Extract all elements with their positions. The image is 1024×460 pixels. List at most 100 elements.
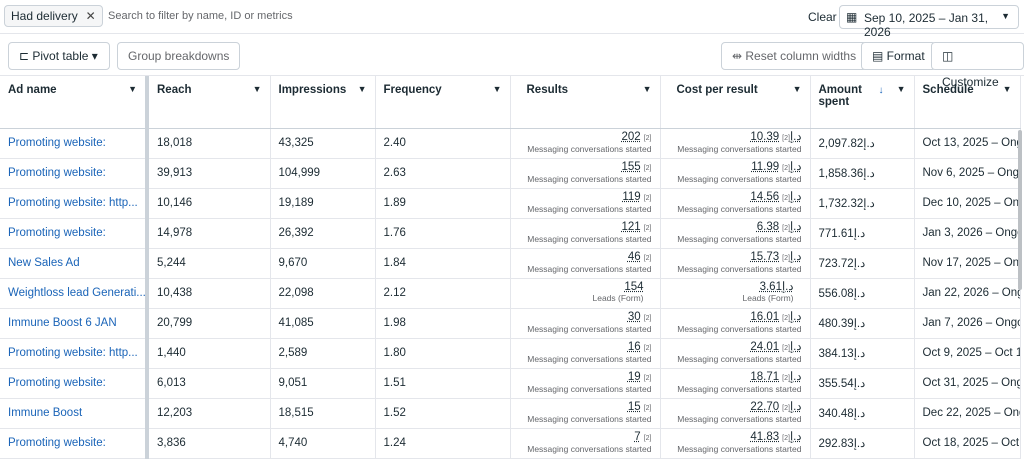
column-header[interactable]: Schedule ▼ — [914, 76, 1021, 129]
header-menu[interactable]: ▼ — [896, 84, 906, 94]
format-button[interactable]: ▤ Format — [861, 42, 936, 70]
table-row: Weightloss lead Generati... 10,438 22,098 2… — [0, 278, 1021, 309]
results-note: [2] — [643, 434, 652, 442]
ad-name[interactable]: Promoting website: http... — [0, 188, 149, 219]
amount-spent: 384.13د.إ — [810, 338, 915, 369]
filter-chip[interactable]: Had delivery ✕ — [4, 5, 103, 27]
cost-line: 6.38د.إ[2] — [669, 221, 802, 234]
results-value: 121 — [621, 220, 641, 233]
cost-line: 16.01د.إ[2] — [669, 311, 801, 324]
column-header[interactable]: Impressions ▼ — [270, 76, 376, 129]
group-button[interactable]: Group breakdowns — [117, 42, 241, 70]
column-header[interactable]: Results ▼ — [510, 76, 661, 129]
amount-spent: 1,732.32د.إ — [810, 188, 915, 219]
chip-remove[interactable]: ✕ — [85, 9, 96, 23]
column-header[interactable]: Amount spent ↓ ▼ — [810, 76, 915, 129]
header-menu[interactable]: ▼ — [357, 84, 367, 94]
cost-cell: 24.01د.إ[2] Messaging conversations start… — [660, 338, 811, 369]
table-row: Promoting website: 3,836 4,740 1.24 7 [2] Mess… — [0, 428, 1021, 459]
search-input[interactable]: Search to filter by name, ID or metrics — [108, 10, 293, 22]
schedule: Nov 6, 2025 – Ongoin — [914, 158, 1021, 189]
amount-spent: 480.39د.إ — [810, 308, 915, 339]
cost-value: 18.71د.إ — [750, 370, 802, 383]
schedule: Jan 3, 2026 – Ongoin — [914, 218, 1021, 249]
header-menu[interactable]: ▼ — [128, 84, 137, 94]
cost-line: 15.73د.إ[2] — [669, 251, 801, 264]
results-cell: 119 [2] Messaging conversations started — [510, 188, 661, 219]
column-header[interactable]: Reach ▼ — [147, 76, 271, 129]
results-label: Messaging conversations started — [527, 143, 652, 154]
ad-name[interactable]: Promoting website: — [0, 368, 149, 399]
reach: 39,913 — [147, 158, 271, 189]
results-label: Messaging conversations started — [527, 233, 652, 244]
header-menu[interactable]: ▼ — [252, 84, 262, 94]
cost-cell: 14.56د.إ[2] Messaging conversations start… — [660, 188, 811, 219]
results-line: 30 [2] — [519, 311, 652, 324]
column-header[interactable]: Cost per result ▼ — [660, 76, 811, 129]
cost-cell: 22.70د.إ[2] Messaging conversations start… — [660, 398, 811, 429]
header-label: Frequency — [383, 84, 442, 96]
cost-cell: 18.71د.إ[2] Messaging conversations start… — [660, 368, 811, 399]
results-line: 119 [2] — [519, 191, 651, 204]
cost-cell: 41.83د.إ[2] Messaging conversations start… — [660, 428, 811, 459]
results-note: [2] — [643, 374, 652, 382]
ad-name[interactable]: Weightloss lead Generati... — [0, 278, 149, 309]
table-row: Promoting website: 18,018 43,325 2.40 202 [2]… — [0, 128, 1021, 159]
clear-button[interactable]: Clear — [808, 10, 837, 24]
header-menu[interactable]: ▼ — [492, 84, 502, 94]
column-header[interactable]: Frequency ▼ — [375, 76, 511, 129]
header-label: Schedule — [922, 84, 974, 96]
results-note: [2] — [643, 344, 652, 352]
results-label: Messaging conversations started — [527, 263, 652, 274]
cost-note: [2] — [782, 224, 790, 232]
ad-name[interactable]: Immune Boost — [0, 398, 149, 429]
cost-label: Messaging conversations started — [677, 173, 802, 184]
header-menu[interactable]: ▼ — [642, 84, 652, 94]
reach: 14,978 — [147, 218, 271, 249]
results-cell: 154 Leads (Form) — [510, 278, 661, 309]
pivot-button[interactable]: ⊏ Pivot table ▾ — [8, 42, 110, 70]
cost-note: [2] — [782, 314, 790, 322]
cost-label: Messaging conversations started — [677, 233, 802, 244]
scrollbar[interactable] — [1018, 130, 1022, 290]
ad-name[interactable]: Immune Boost 6 JAN — [0, 308, 149, 339]
column-header[interactable]: Ad name ▼ — [0, 76, 149, 129]
cost-line: 11.99د.إ[2] — [669, 160, 802, 174]
results-line: 46 [2] — [519, 250, 652, 264]
results-value: 155 — [621, 160, 641, 173]
cost-note: [2] — [782, 254, 790, 262]
frequency: 1.84 — [375, 248, 511, 279]
ad-name[interactable]: Promoting website: http... — [0, 338, 149, 369]
schedule: Dec 10, 2025 – Ongoi — [914, 188, 1021, 219]
cost-label: Messaging conversations started — [677, 353, 802, 364]
chip-label: Had delivery — [11, 9, 78, 23]
results-line: 155 [2] — [519, 160, 652, 174]
results-label: Messaging conversations started — [527, 173, 652, 184]
table-row: New Sales Ad 5,244 9,670 1.84 46 [2] Messaging… — [0, 248, 1021, 279]
ad-name[interactable]: Promoting website: — [0, 218, 149, 249]
customize-button[interactable]: ◫ Customize — [931, 42, 1024, 89]
results-note: [2] — [643, 314, 652, 322]
date-picker[interactable]: ▦ Sep 10, 2025 – Jan 31, 2026 ▼ — [839, 5, 1019, 39]
results-label: Messaging conversations started — [527, 443, 652, 454]
ad-name[interactable]: Promoting website: — [0, 158, 149, 189]
results-value: 19 — [627, 370, 641, 383]
cost-value: 11.99د.إ — [751, 160, 802, 173]
results-note: [2] — [643, 404, 652, 412]
impressions: 41,085 — [270, 308, 376, 339]
table-row: Immune Boost 6 JAN 20,799 41,085 1.98 30 [2] M… — [0, 308, 1021, 339]
schedule: Jan 22, 2026 – Ongoin — [914, 278, 1021, 309]
ad-name[interactable]: Promoting website: — [0, 128, 149, 159]
schedule: Jan 7, 2026 – Ongoing — [914, 308, 1021, 339]
results-label: Messaging conversations started — [527, 353, 652, 364]
reset-button[interactable]: ⇹ Reset column widths — [721, 42, 868, 70]
ad-name[interactable]: New Sales Ad — [0, 248, 149, 279]
cost-note: [2] — [782, 164, 790, 172]
header-menu[interactable]: ▼ — [792, 84, 802, 94]
frequency: 1.89 — [375, 188, 511, 219]
results-value: 46 — [627, 250, 641, 263]
header-menu[interactable]: ▼ — [1002, 84, 1012, 94]
ad-name[interactable]: Promoting website: — [0, 428, 149, 459]
reach: 10,146 — [147, 188, 271, 219]
amount-spent: 2,097.82د.إ — [810, 128, 915, 159]
